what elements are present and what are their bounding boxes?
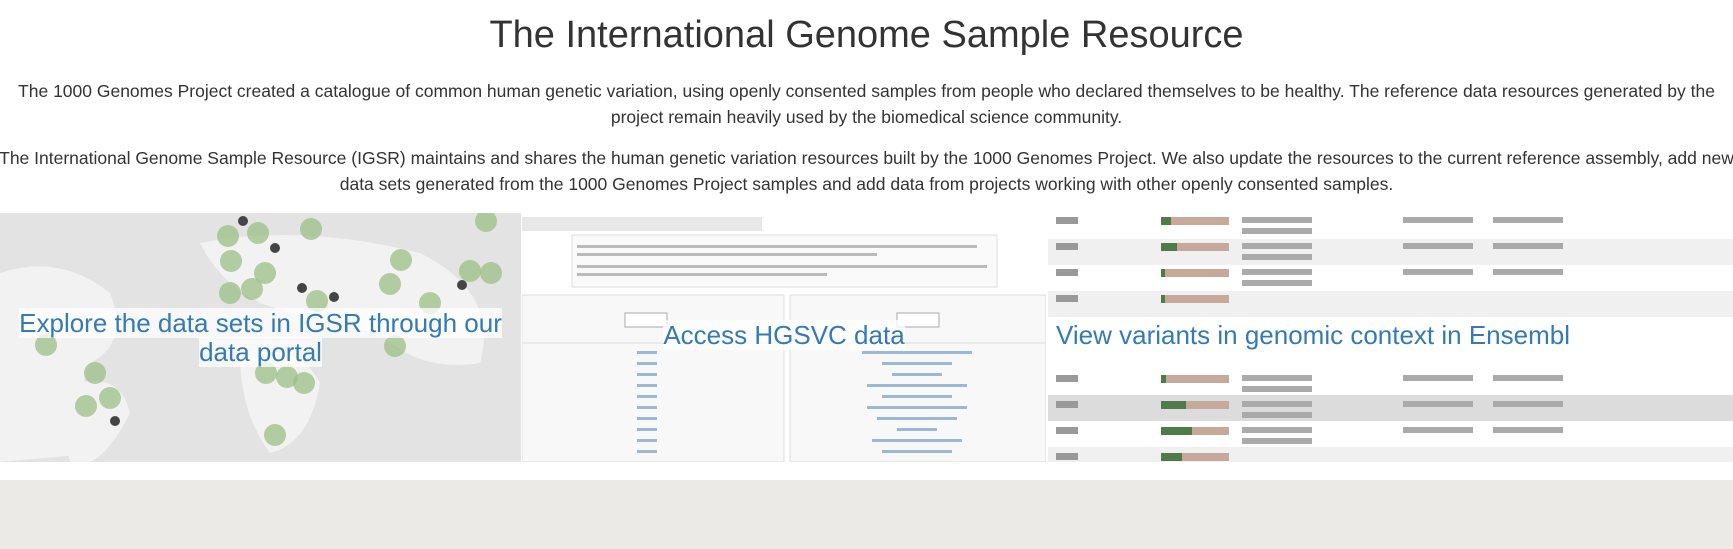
tile-caption[interactable]: Access HGSVC data: [522, 320, 1046, 350]
tile-caption-text[interactable]: View variants in genomic context in Ense…: [1056, 320, 1570, 350]
tile-caption-text[interactable]: Access HGSVC data: [663, 320, 905, 350]
tile-caption[interactable]: Explore the data sets in IGSR through ou…: [0, 308, 521, 367]
intro-paragraph: The 1000 Genomes Project created a catal…: [18, 81, 1715, 127]
tile-caption[interactable]: View variants in genomic context in Ense…: [1056, 320, 1733, 350]
tile-ensembl[interactable]: View variants in genomic context in Ense…: [1048, 213, 1733, 462]
tile-hgsvc[interactable]: Access HGSVC data: [522, 213, 1046, 462]
tile-caption-text[interactable]: Explore the data sets in IGSR through ou…: [19, 308, 502, 367]
footer-band: [0, 480, 1733, 549]
intro-paragraph: The International Genome Sample Resource…: [0, 148, 1733, 194]
hgsvc-image: [522, 213, 1046, 462]
tile-data-portal[interactable]: Explore the data sets in IGSR through ou…: [0, 213, 521, 462]
page-title: The International Genome Sample Resource: [489, 14, 1244, 56]
